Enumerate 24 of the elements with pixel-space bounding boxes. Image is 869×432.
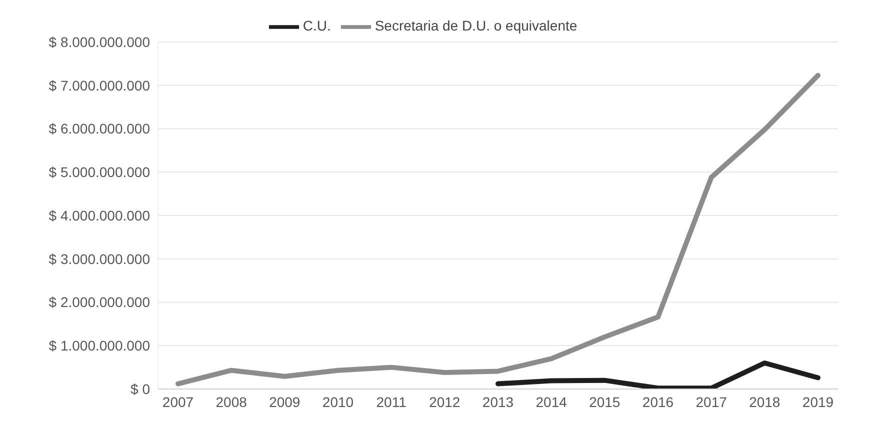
x-tick-label: 2016	[642, 394, 674, 410]
x-tick-label: 2017	[696, 394, 728, 410]
y-tick-label: $ 1.000.000.000	[48, 338, 150, 354]
y-tick-label: $ 4.000.000.000	[48, 207, 150, 224]
y-tick-label: $ 7.000.000.000	[48, 77, 150, 94]
x-tick-label: 2014	[536, 394, 568, 410]
y-tick-label: $ 2.000.000.000	[48, 294, 150, 310]
x-tick-label: 2018	[749, 394, 780, 410]
legend-label: C.U.	[302, 18, 331, 34]
x-tick-label: 2019	[802, 394, 834, 410]
x-tick-label: 2010	[322, 394, 354, 410]
x-tick-label: 2013	[482, 394, 514, 410]
y-tick-label: $ 8.000.000.000	[48, 34, 150, 50]
x-tick-label: 2009	[269, 394, 300, 410]
x-tick-label: 2015	[589, 394, 620, 410]
x-tick-label: 2007	[162, 394, 194, 410]
y-tick-label: $ 3.000.000.000	[48, 250, 150, 267]
legend-label: Secretaria de D.U. o equivalente	[374, 18, 578, 34]
y-tick-label: $ 5.000.000.000	[48, 164, 150, 180]
x-tick-label: 2008	[216, 394, 248, 410]
y-tick-label: $ 6.000.000.000	[48, 120, 150, 137]
y-tick-label: $ 0	[130, 380, 150, 397]
x-tick-label: 2011	[376, 394, 407, 410]
x-tick-label: 2012	[429, 394, 460, 410]
